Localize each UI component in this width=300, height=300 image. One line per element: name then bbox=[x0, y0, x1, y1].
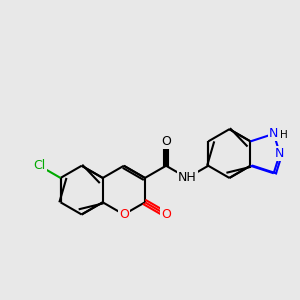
Text: N: N bbox=[275, 147, 285, 160]
Text: H: H bbox=[280, 130, 288, 140]
Text: O: O bbox=[119, 208, 129, 221]
Text: O: O bbox=[161, 208, 171, 221]
Text: N: N bbox=[269, 127, 278, 140]
Text: O: O bbox=[161, 135, 171, 148]
Text: NH: NH bbox=[178, 171, 196, 184]
Text: Cl: Cl bbox=[33, 159, 46, 172]
